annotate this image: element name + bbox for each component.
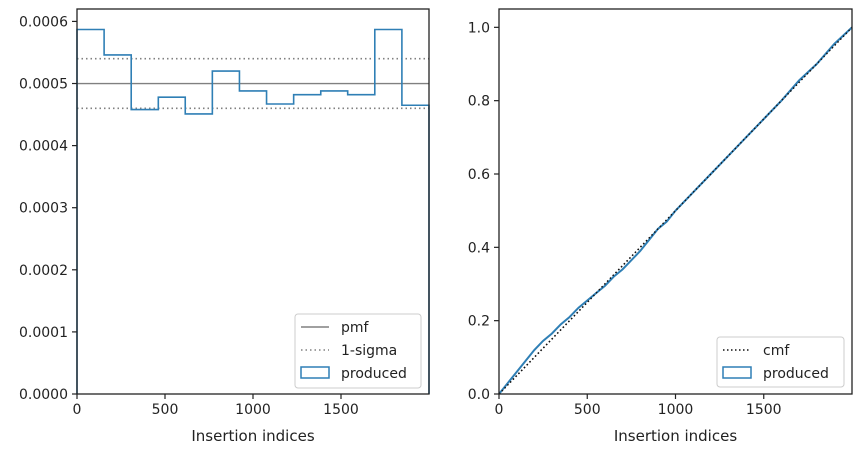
y-tick-label: 0.8 (468, 94, 490, 110)
cmf-panel: 0 500 1000 1500 0.0 0.2 0.4 0.6 0.8 1.0 Insertio… (468, 8, 853, 445)
legend-label: produced (341, 366, 407, 382)
x-tick-label: 0 (73, 402, 82, 418)
x-tick-label: 1000 (235, 402, 271, 418)
histogram-y-ticks: 0.0000 0.0001 0.0002 0.0003 0.0004 0.0005 0.00… (19, 14, 77, 403)
y-tick-label: 0.0000 (19, 387, 68, 403)
cmf-x-ticks: 0 500 1000 1500 (495, 394, 782, 418)
legend-label: pmf (341, 320, 370, 336)
produced-step-line (76, 28, 430, 394)
y-tick-label: 0.6 (468, 167, 490, 183)
histogram-x-ticks: 0 500 1000 1500 (73, 394, 359, 418)
x-tick-label: 0 (495, 402, 504, 418)
reference-lines (77, 57, 429, 110)
legend-label: cmf (763, 343, 790, 359)
x-tick-label: 1500 (746, 402, 782, 418)
y-tick-label: 0.0002 (19, 263, 68, 279)
y-tick-label: 0.0004 (19, 139, 68, 155)
y-tick-label: 0.2 (468, 314, 490, 330)
y-tick-label: 0.4 (468, 240, 490, 256)
histogram-x-axis-label: Insertion indices (191, 427, 314, 445)
cmf-y-ticks: 0.0 0.2 0.4 0.6 0.8 1.0 (468, 20, 499, 403)
legend-box (294, 313, 422, 389)
y-tick-label: 0.0 (468, 387, 490, 403)
y-tick-label: 0.0001 (19, 325, 68, 341)
legend-label: produced (763, 366, 829, 382)
x-tick-label: 500 (152, 402, 179, 418)
x-tick-label: 1500 (323, 402, 359, 418)
cmf-legend: cmf produced (716, 336, 845, 388)
y-tick-label: 0.0006 (19, 14, 68, 30)
legend-produced-swatch (300, 366, 330, 379)
histogram-bars (76, 28, 430, 394)
histogram-legend: pmf 1-sigma produced (294, 313, 422, 389)
produced-line (498, 26, 853, 395)
cmf-x-axis-label: Insertion indices (614, 427, 737, 445)
legend-label: 1-sigma (341, 343, 397, 359)
y-tick-label: 0.0003 (19, 201, 68, 217)
x-tick-label: 1000 (658, 402, 694, 418)
x-tick-label: 500 (574, 402, 601, 418)
legend-produced-swatch (722, 366, 752, 379)
histogram-panel: 0 500 1000 1500 0.00000.00010.00020.00030.0… (19, 8, 430, 445)
cmf-axes-frame (498, 8, 853, 395)
y-tick-label: 1.0 (468, 20, 490, 36)
y-tick-label: 0.0005 (19, 77, 68, 93)
legend-box (716, 336, 845, 388)
cmf-lines (498, 26, 853, 395)
cmf-line-overlay (498, 26, 853, 395)
